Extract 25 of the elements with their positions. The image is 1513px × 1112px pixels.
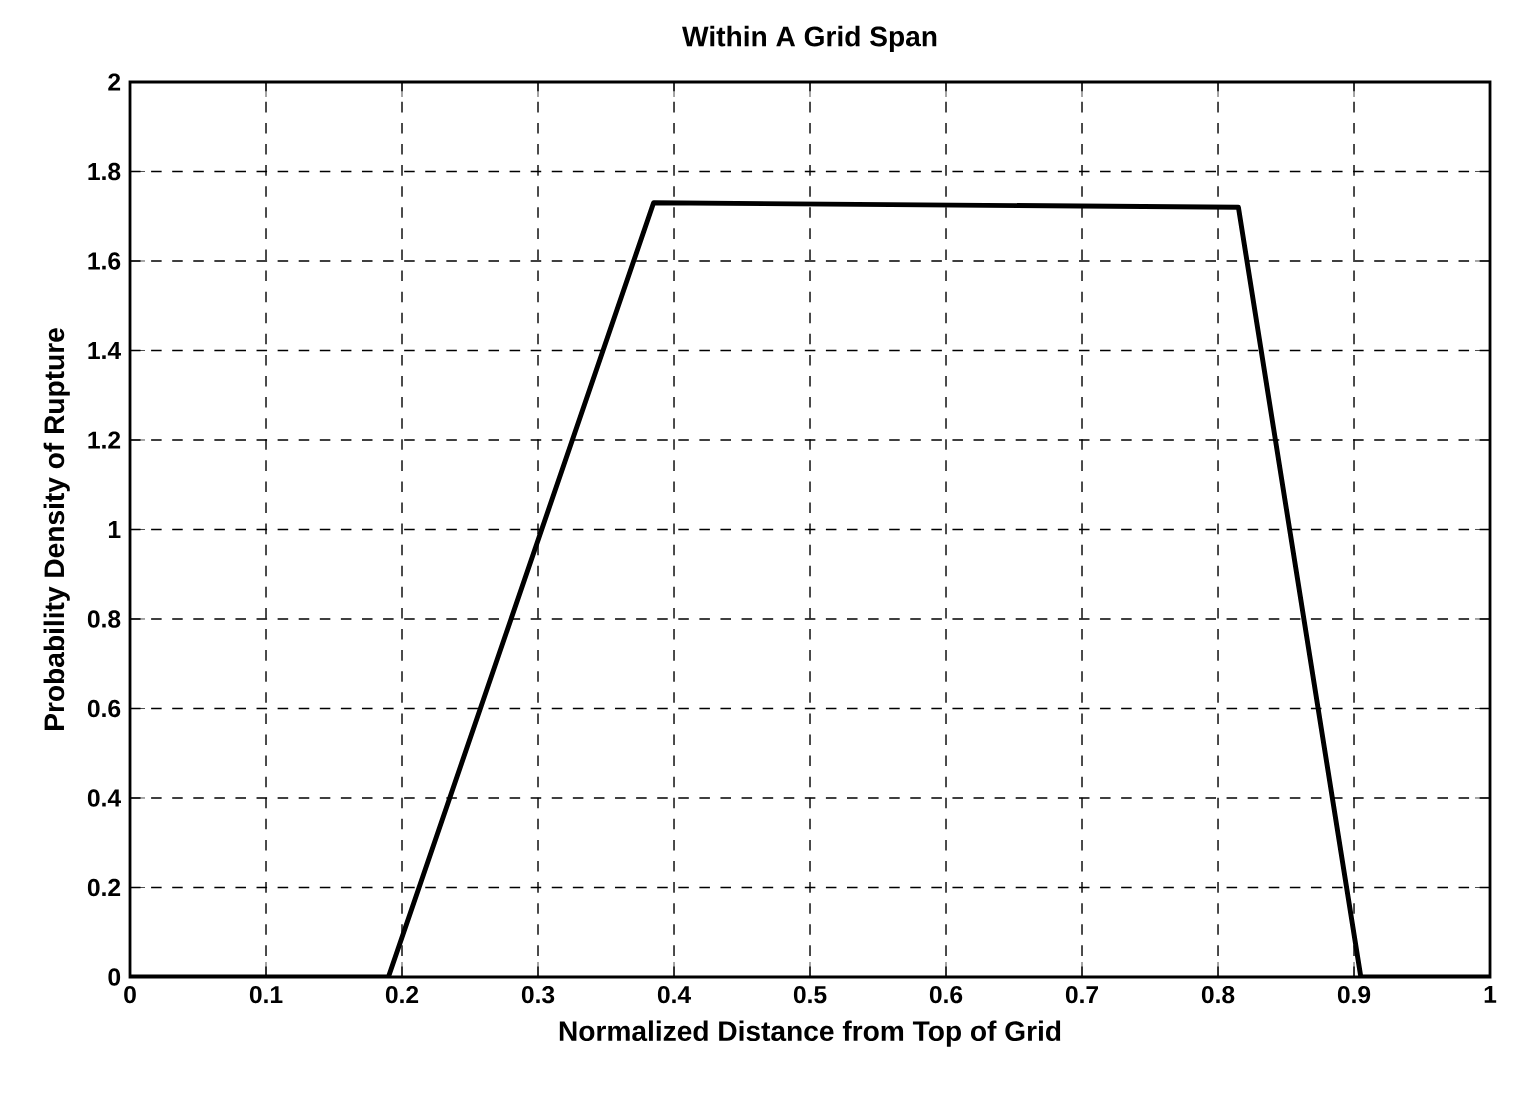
y-tick-label: 0.8 bbox=[87, 610, 121, 628]
y-tick-label: 1.8 bbox=[88, 162, 121, 181]
x-tick-label: 0.7 bbox=[1065, 985, 1098, 1004]
x-tick-label: 0.9 bbox=[1337, 985, 1371, 1004]
y-tick-label: 2 bbox=[108, 73, 121, 91]
x-tick-label: 1 bbox=[1484, 985, 1497, 1003]
x-tick-label: 0.1 bbox=[249, 985, 283, 1004]
x-tick-label: 0.3 bbox=[521, 985, 555, 1004]
y-tick-label: 0.2 bbox=[87, 878, 121, 897]
x-axis-title: Normalized Distance from Top of Grid bbox=[559, 1020, 1061, 1047]
x-tick-label: 0.2 bbox=[385, 985, 419, 1004]
y-tick-label: 1.2 bbox=[88, 431, 121, 449]
y-tick-label: 0.6 bbox=[87, 699, 121, 718]
chart-title: Within A Grid Span bbox=[682, 25, 937, 52]
x-tick-label: 0 bbox=[124, 985, 136, 1004]
y-tick-label: 1.6 bbox=[88, 252, 121, 270]
y-axis-title: Probability Density of Rupture bbox=[43, 328, 70, 730]
y-tick-label: 1 bbox=[108, 521, 121, 538]
y-tick-label: 0 bbox=[108, 968, 121, 986]
x-tick-label: 0.8 bbox=[1201, 985, 1235, 1004]
x-tick-label: 0.4 bbox=[657, 985, 691, 1004]
x-tick-label: 0.5 bbox=[793, 985, 827, 1004]
y-tick-label: 1.4 bbox=[88, 342, 121, 359]
x-tick-label: 0.6 bbox=[929, 985, 963, 1004]
y-tick-label: 0.4 bbox=[87, 789, 121, 807]
